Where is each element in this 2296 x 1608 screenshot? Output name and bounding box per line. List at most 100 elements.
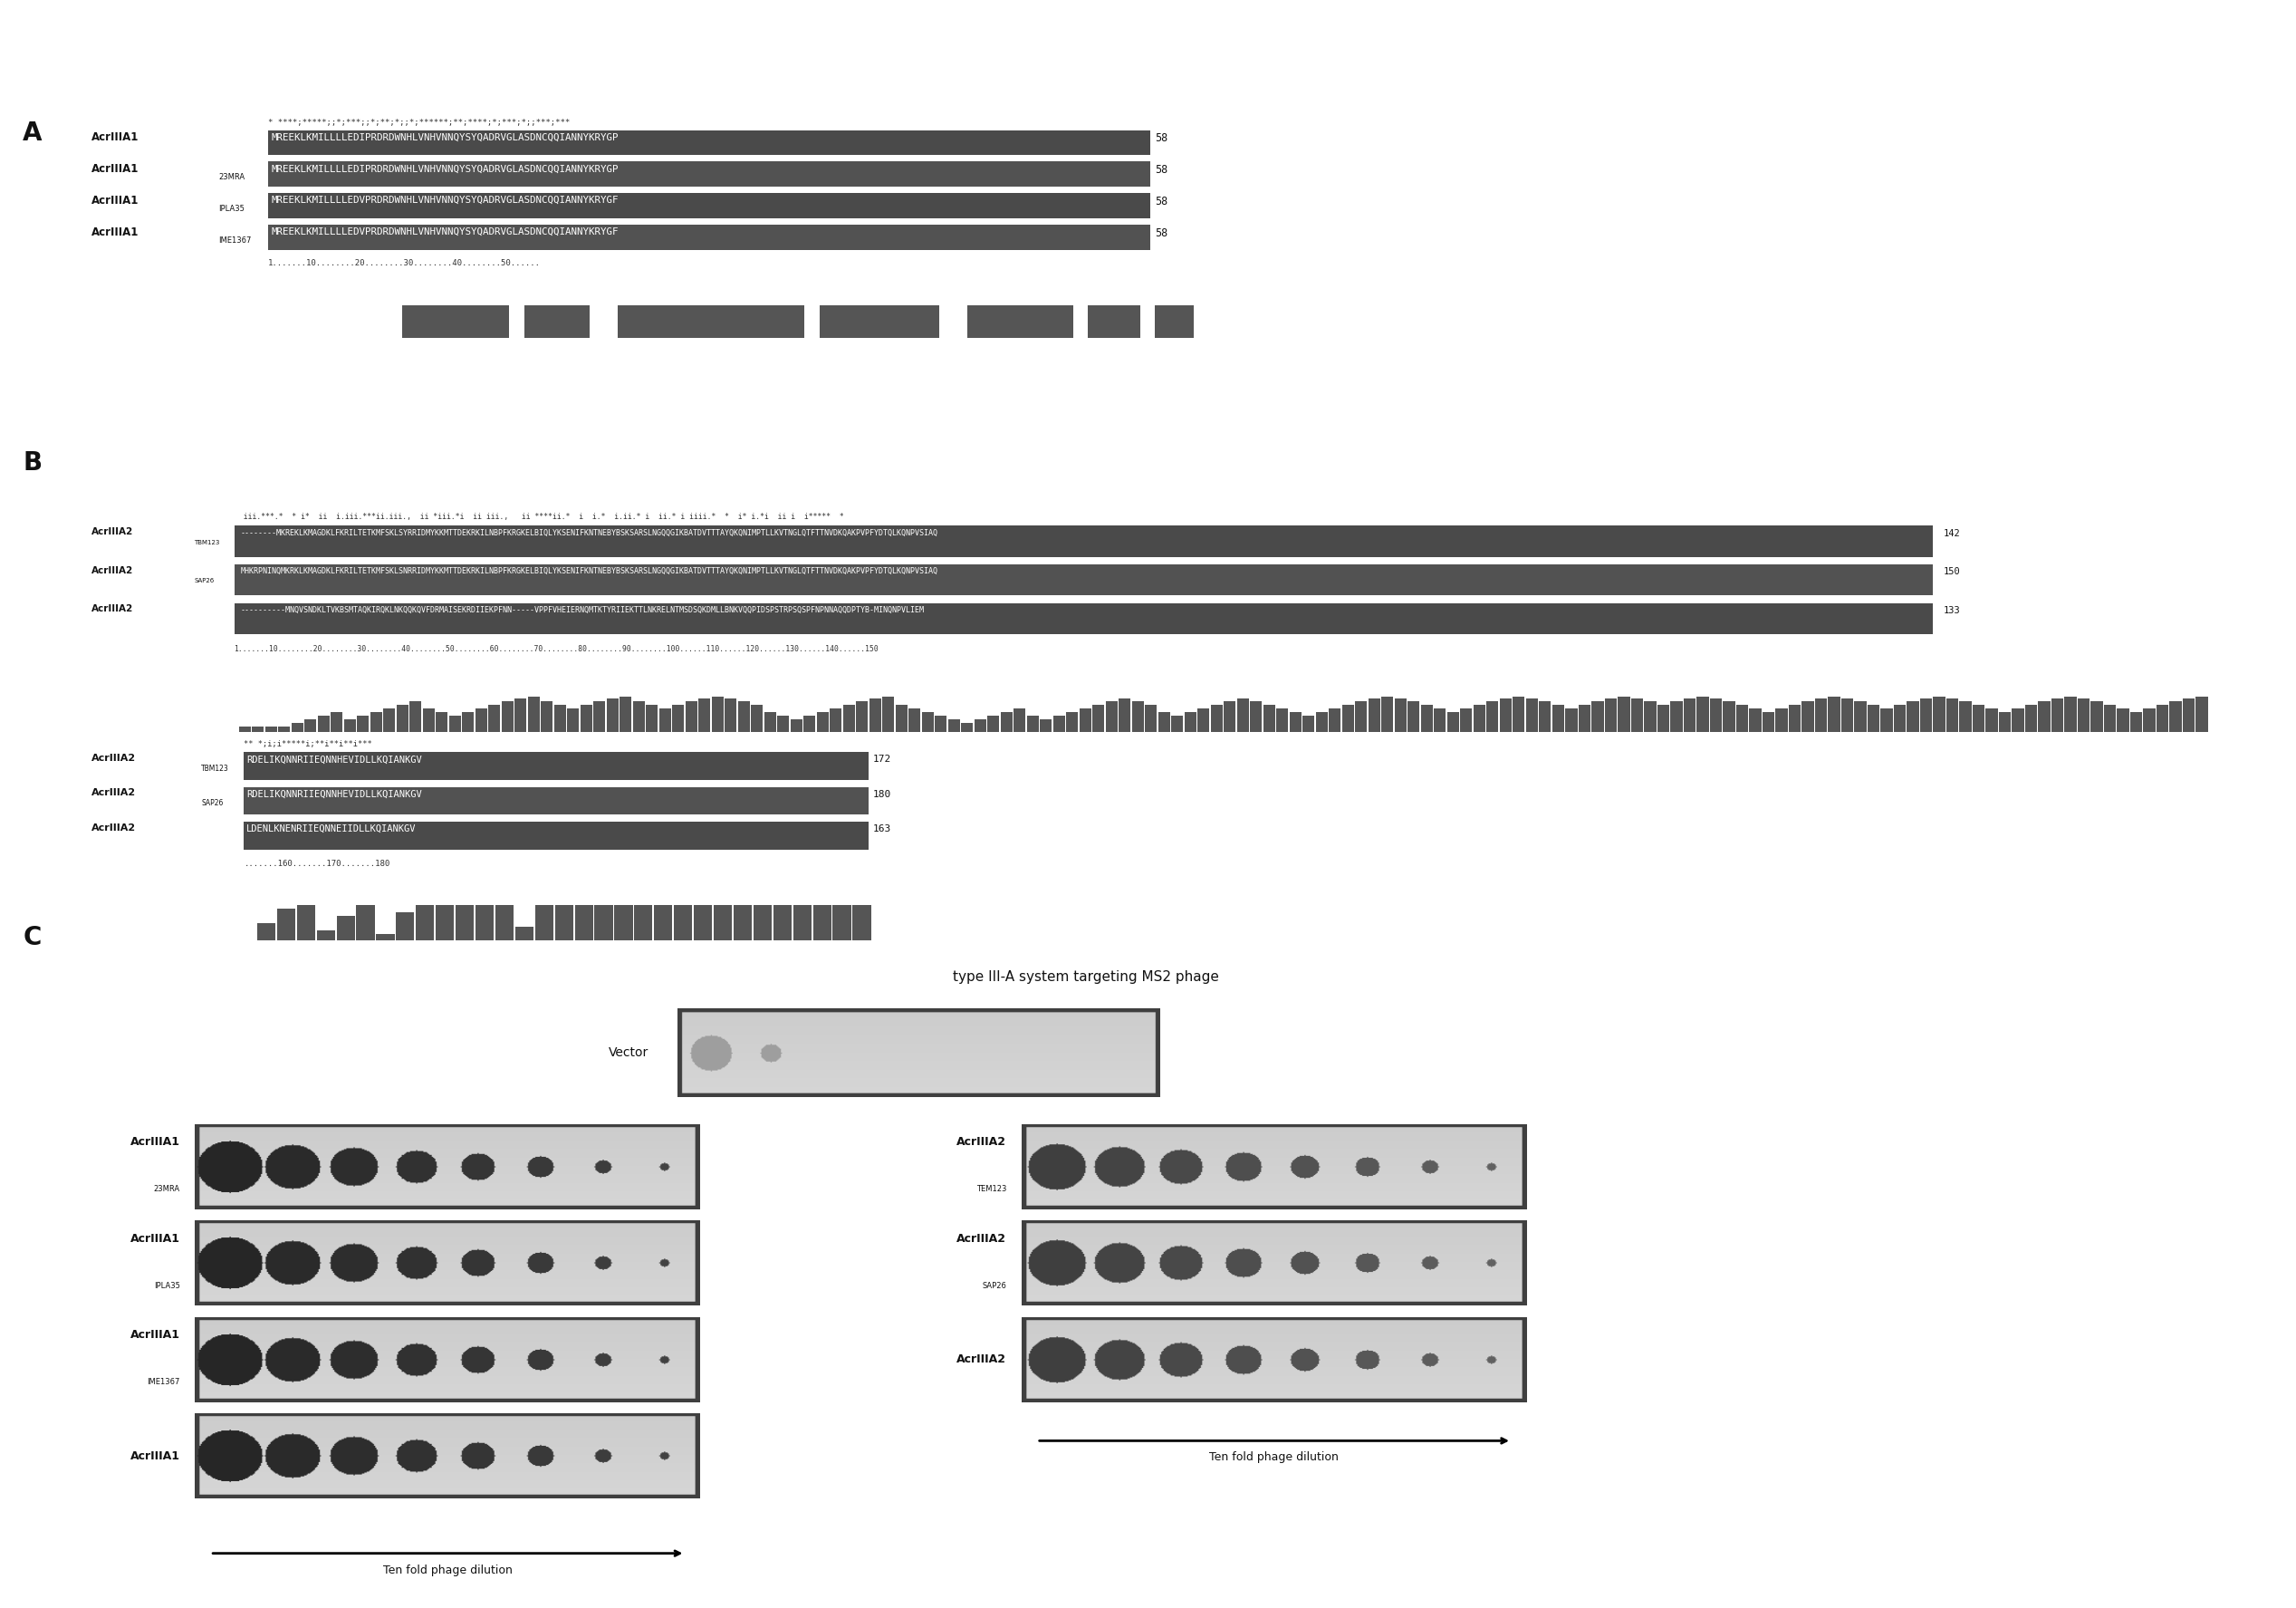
Text: 133: 133 [1945, 606, 1961, 616]
Bar [659, 709, 670, 732]
Bar [436, 712, 448, 732]
Bar [654, 905, 673, 941]
Text: MHKRPNINQMKRKLKMAGDKLFKRILTETKMFSKLSNRRIDMYKKMTTDEKRKILNBPFKRGKELBIQLYKSENIFKNTN: MHKRPNINQMKRKLKMAGDKLFKRILTETKMFSKLSNRRI… [241, 568, 937, 576]
Text: A: A [23, 121, 41, 146]
Text: IPLA35: IPLA35 [218, 204, 246, 212]
Bar [1998, 712, 2011, 732]
Bar [856, 701, 868, 732]
Text: --------MKREKLKMAGDKLFKRILTETKMFSKLSYRRIDMYKKMTTDEKRKILNBPFKRGKELBIQLYKSENIFKNTN: --------MKREKLKMAGDKLFKRILTETKMFSKLSYRRI… [241, 529, 937, 537]
Text: SAP26: SAP26 [202, 799, 223, 807]
Bar [895, 704, 907, 732]
Bar [1894, 704, 1906, 732]
Text: IME1367: IME1367 [218, 236, 253, 244]
Bar [496, 905, 514, 941]
Bar [269, 162, 1150, 187]
Bar [296, 905, 315, 941]
Text: TBM123: TBM123 [195, 540, 220, 545]
Bar [843, 704, 854, 732]
Bar [1210, 704, 1224, 732]
Bar [1329, 709, 1341, 732]
Bar [1146, 704, 1157, 732]
Bar [344, 719, 356, 732]
Bar [397, 912, 413, 941]
Text: AcrIIIA1: AcrIIIA1 [131, 1330, 179, 1341]
Bar [1355, 701, 1366, 732]
Bar [1630, 698, 1644, 732]
Bar [1224, 701, 1235, 732]
Bar [475, 905, 494, 941]
Text: 1.......10........20........30........40........50......: 1.......10........20........30........40… [269, 259, 542, 267]
Bar [514, 926, 533, 941]
Bar [1619, 696, 1630, 732]
Bar [409, 701, 422, 732]
Bar [510, 306, 523, 338]
Bar [592, 701, 606, 732]
Bar [1013, 709, 1026, 732]
Bar [1460, 709, 1472, 732]
Bar [1026, 716, 1038, 732]
Bar [817, 712, 829, 732]
Text: 180: 180 [872, 790, 891, 799]
Bar [243, 786, 868, 815]
Bar [909, 709, 921, 732]
Bar [675, 905, 693, 941]
Bar [239, 727, 250, 732]
Bar [726, 698, 737, 732]
Bar [542, 701, 553, 732]
Bar [1722, 701, 1736, 732]
Bar [1933, 696, 1945, 732]
Bar [1368, 698, 1380, 732]
Text: 58: 58 [1155, 227, 1169, 240]
Bar [269, 193, 1150, 219]
Bar [253, 727, 264, 732]
Bar [962, 722, 974, 732]
Bar [1277, 709, 1288, 732]
Bar [939, 306, 953, 338]
Text: LDENLKNENRIIEQNNEIIDLLKQIANKGV: LDENLKNENRIIEQNNEIIDLLKQIANKGV [246, 825, 416, 833]
Bar [269, 225, 1150, 251]
Bar [778, 716, 790, 732]
Bar [1093, 704, 1104, 732]
Bar [1867, 704, 1880, 732]
Bar [278, 909, 296, 941]
Bar [257, 923, 276, 941]
Bar [1697, 696, 1708, 732]
Bar [645, 704, 659, 732]
Bar [1290, 712, 1302, 732]
Text: SAP26: SAP26 [195, 579, 214, 584]
Text: Vector: Vector [608, 1047, 647, 1058]
Bar [712, 696, 723, 732]
Bar [634, 905, 652, 941]
Bar [1107, 701, 1118, 732]
Bar [1566, 709, 1577, 732]
Bar [620, 696, 631, 732]
Bar [1171, 716, 1182, 732]
Text: AcrIIIA1: AcrIIIA1 [131, 1233, 179, 1245]
Text: .......160.......170.......180: .......160.......170.......180 [243, 860, 390, 868]
Bar [590, 306, 604, 338]
Text: IPLA35: IPLA35 [154, 1282, 179, 1290]
Bar [1446, 712, 1460, 732]
Bar [2050, 698, 2064, 732]
Bar [673, 704, 684, 732]
Text: AcrIIIA2: AcrIIIA2 [92, 788, 135, 798]
Bar [753, 905, 771, 941]
Bar [2117, 709, 2128, 732]
Bar [1986, 709, 1998, 732]
Bar [475, 709, 487, 732]
Bar [317, 929, 335, 941]
Text: RDELIKQNNRIIEQNNHEVIDLLKQIANKGV: RDELIKQNNRIIEQNNHEVIDLLKQIANKGV [246, 790, 422, 799]
Text: ** *;i;i*****i;**i**i**i***: ** *;i;i*****i;**i**i**i*** [243, 740, 372, 748]
Text: RDELIKQNNRIIEQNNHEVIDLLKQIANKGV: RDELIKQNNRIIEQNNHEVIDLLKQIANKGV [246, 756, 422, 764]
Bar [450, 716, 461, 732]
Bar [813, 905, 831, 941]
Bar [921, 712, 934, 732]
Bar [751, 704, 762, 732]
Bar [1802, 701, 1814, 732]
Text: 172: 172 [872, 756, 891, 764]
Bar [790, 719, 804, 732]
Bar [1316, 712, 1327, 732]
Bar [581, 704, 592, 732]
Text: Ten fold phage dilution: Ten fold phage dilution [383, 1565, 512, 1576]
Bar [634, 701, 645, 732]
